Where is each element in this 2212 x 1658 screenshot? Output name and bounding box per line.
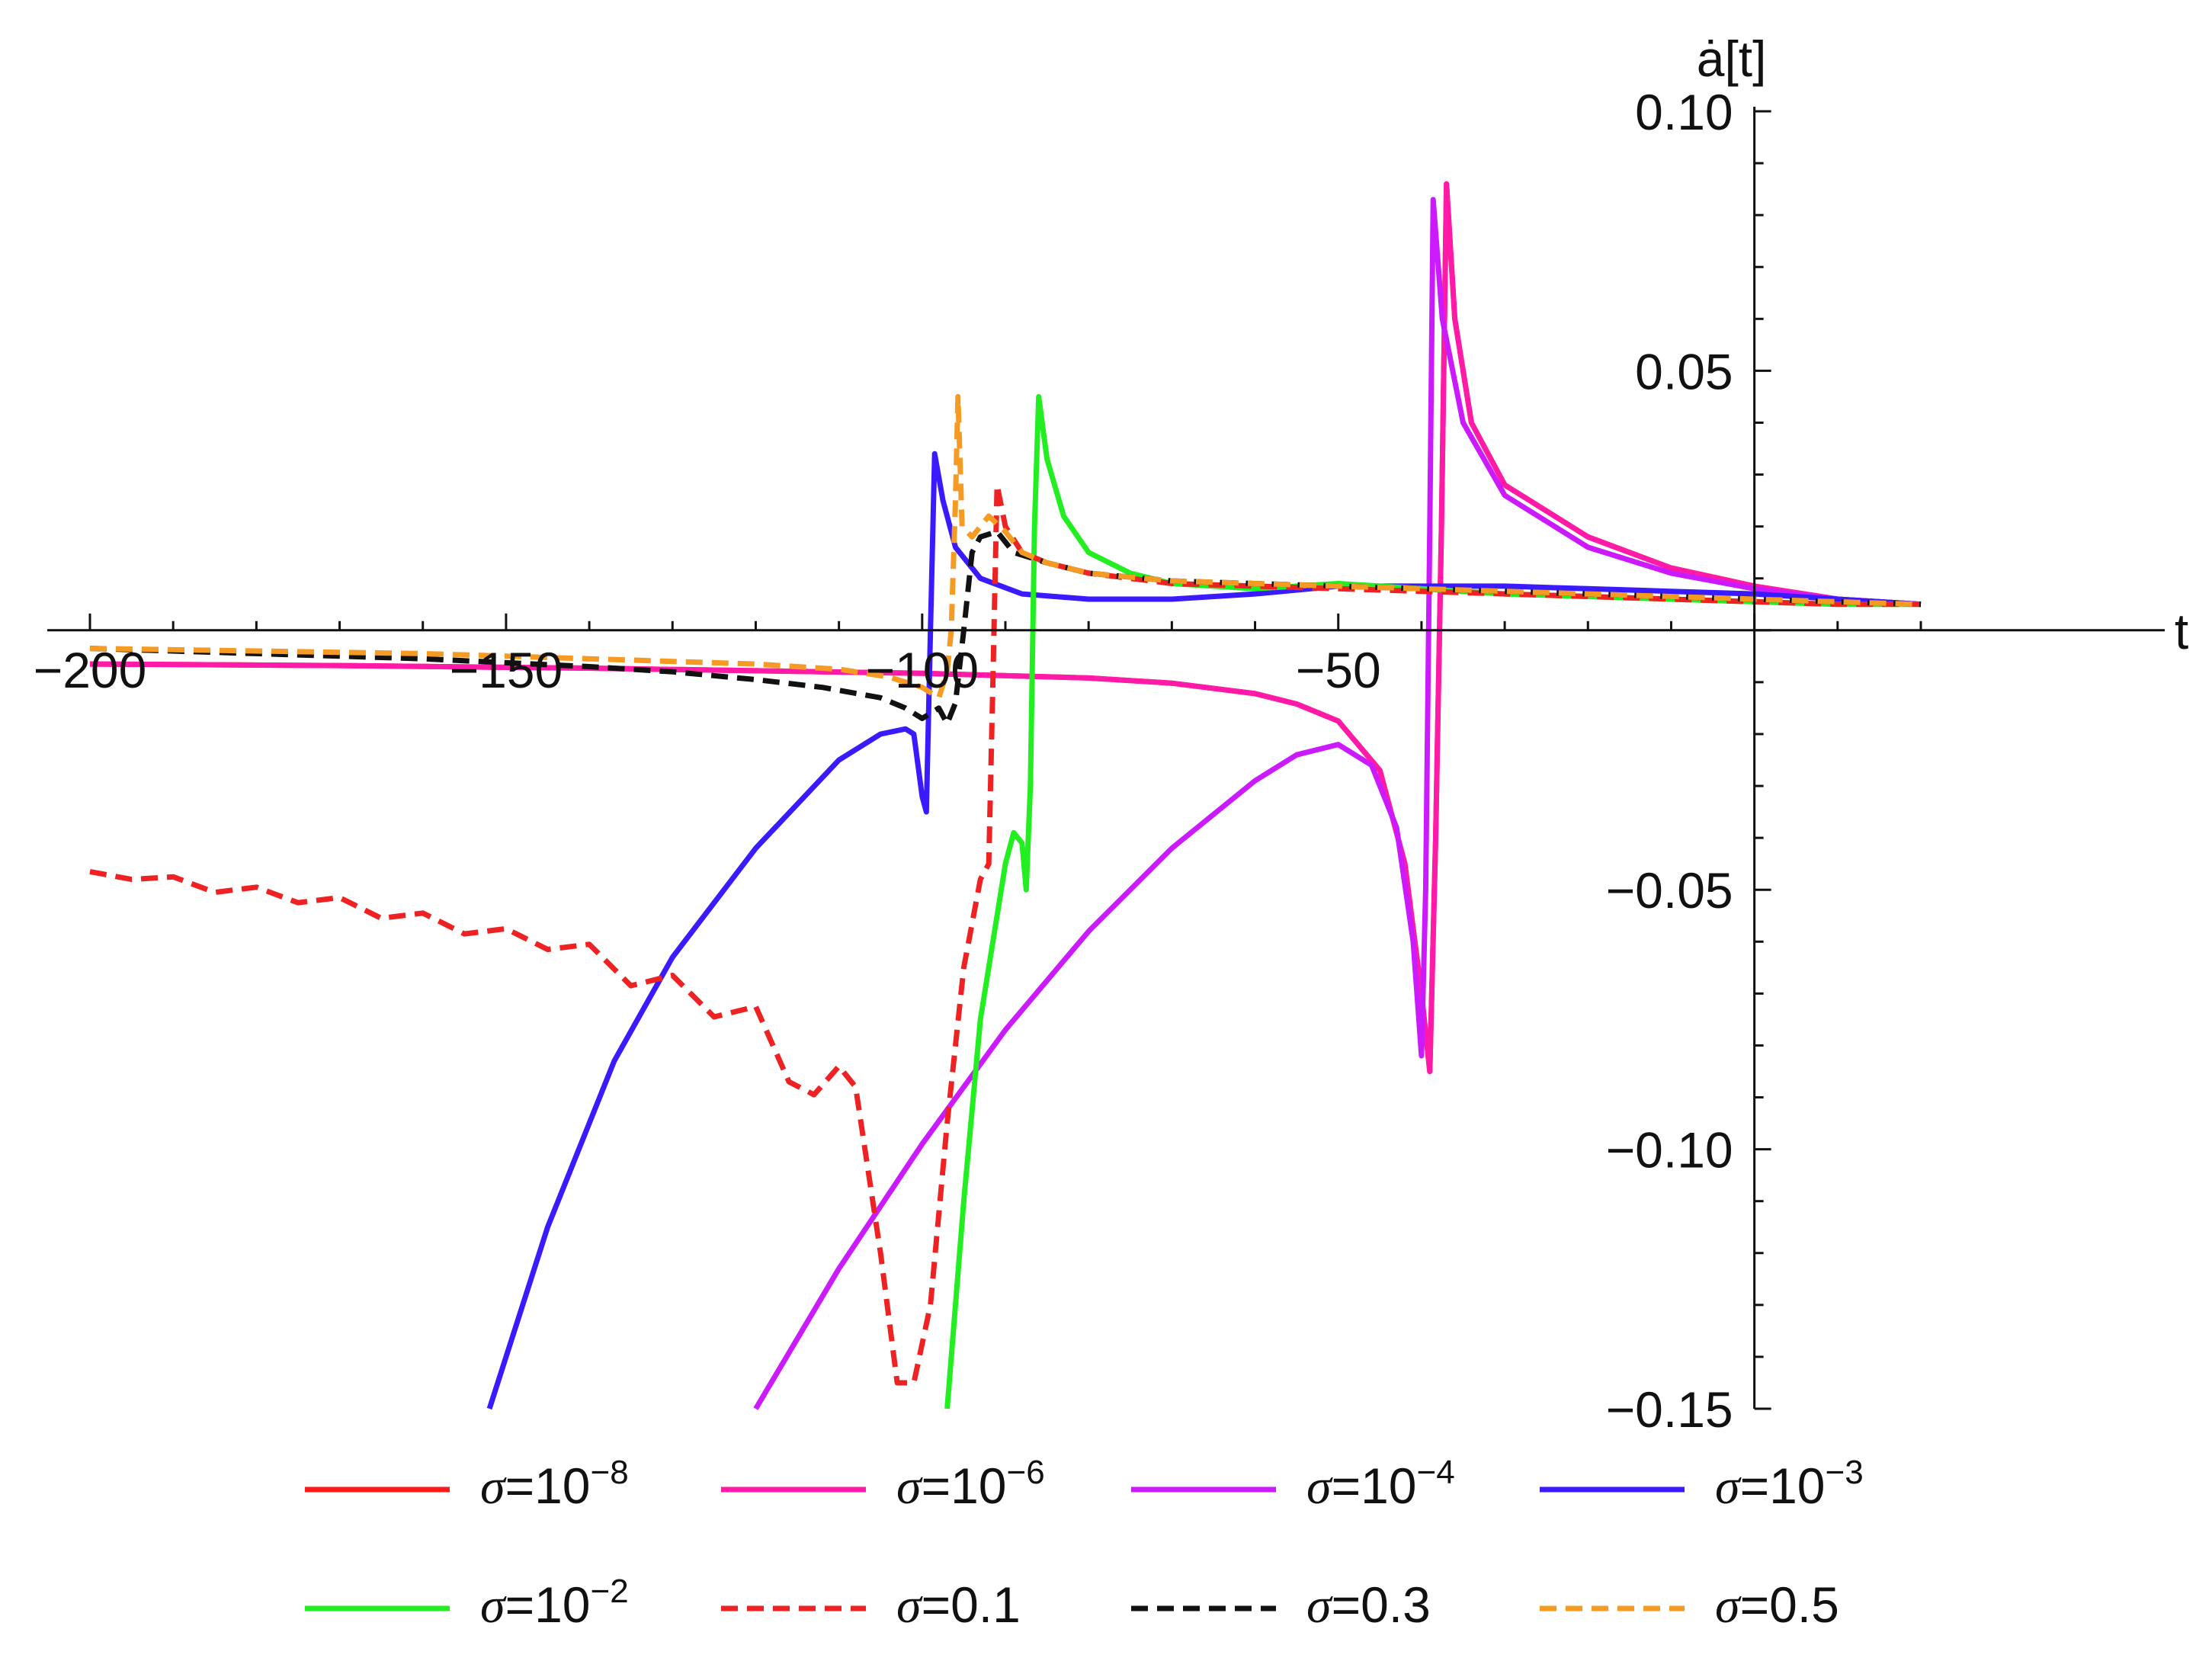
axes: −200 −150 −100 −50 0.10 0.05 −0.05 −0.10 −0.15 [34, 84, 2165, 1438]
series-line-3 [753, 197, 1922, 1410]
series-layer [89, 181, 1922, 1410]
legend-label-3: σ=10−4 [1306, 1454, 1455, 1515]
x-tick-label: −200 [34, 642, 147, 698]
legend-label-1: σ=10−8 [480, 1454, 629, 1515]
y-tick-label: −0.05 [1606, 862, 1733, 919]
legend-label-8: σ=0.5 [1715, 1576, 1839, 1634]
series-line-6 [89, 482, 1921, 1386]
legend: σ=10−8 σ=10−6 σ=10−4 σ=10−3 σ=10−2 σ=0.1 σ=0.3… [305, 1454, 1864, 1634]
series-line-8 [89, 393, 1922, 701]
legend-label-6: σ=0.1 [896, 1576, 1021, 1634]
y-tick-label: −0.10 [1606, 1122, 1733, 1179]
x-axis-label: t [2175, 603, 2188, 659]
legend-label-2: σ=10−6 [896, 1454, 1045, 1515]
x-tick-label: −50 [1296, 642, 1381, 698]
y-axis-label: ȧ[t] [1697, 30, 1767, 87]
legend-label-7: σ=0.3 [1306, 1576, 1431, 1634]
x-tick-label: −150 [450, 642, 563, 698]
y-tick-label: −0.15 [1606, 1381, 1733, 1438]
series-line-4 [486, 451, 1922, 1410]
legend-label-5: σ=10−2 [480, 1573, 629, 1634]
y-tick-label: 0.10 [1635, 84, 1733, 140]
legend-label-4: σ=10−3 [1715, 1454, 1864, 1515]
x-tick-label: −100 [865, 642, 979, 698]
y-tick-label: 0.05 [1635, 343, 1733, 399]
